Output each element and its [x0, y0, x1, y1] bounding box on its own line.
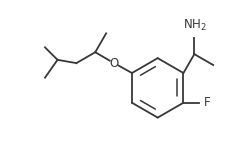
Text: O: O [110, 57, 119, 70]
Text: F: F [204, 96, 211, 109]
Text: NH$_2$: NH$_2$ [184, 18, 207, 33]
